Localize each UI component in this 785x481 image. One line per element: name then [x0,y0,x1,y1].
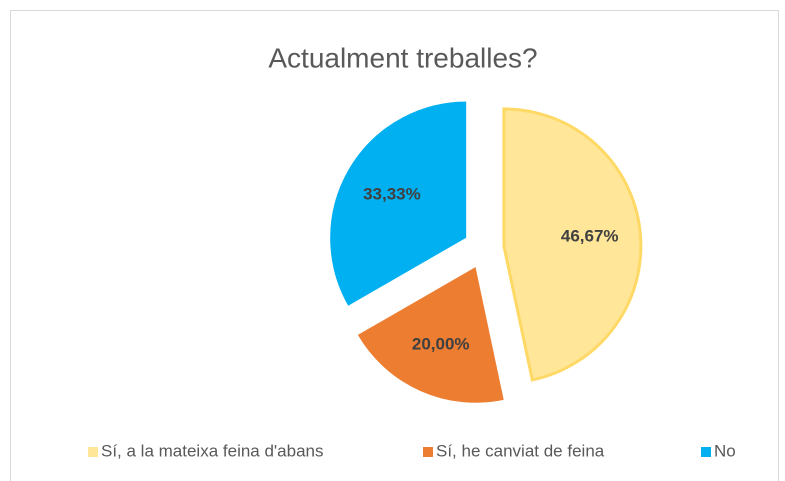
legend-label: Sí, a la mateixa feina d'abans [101,441,324,460]
legend-swatch [423,447,433,457]
legend-label: Sí, he canviat de feina [436,441,605,460]
pie-slice [502,107,643,382]
data-label: 20,00% [412,335,470,354]
legend-swatch [88,447,98,457]
chart-title: Actualment treballes? [268,42,537,73]
data-label: 46,67% [561,226,619,245]
pie-slice [329,100,468,308]
data-label: 33,33% [363,184,421,203]
legend-label: No [714,441,736,460]
pie-slice [356,265,505,404]
legend-swatch [701,447,711,457]
